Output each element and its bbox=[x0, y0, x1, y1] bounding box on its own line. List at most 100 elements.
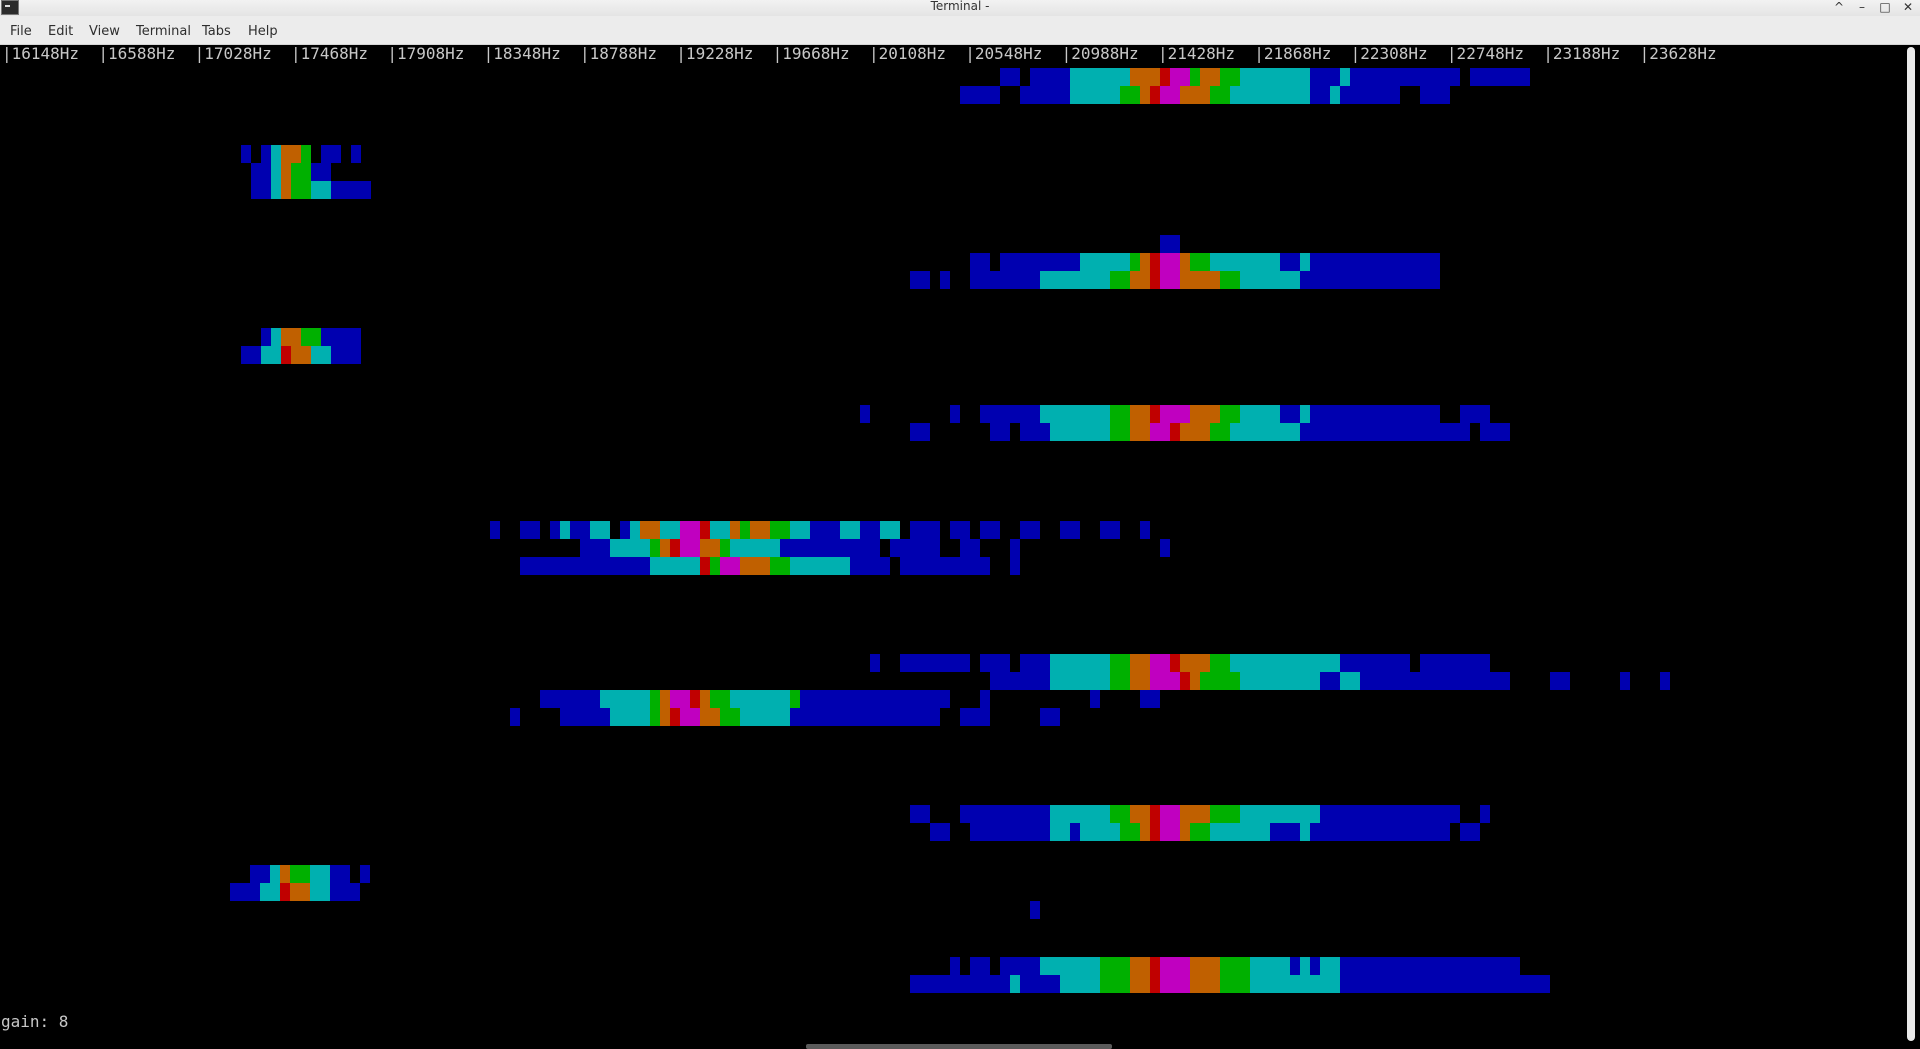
spectrum-cell bbox=[1110, 672, 1130, 690]
spectrum-cell bbox=[1340, 654, 1410, 672]
spectrum-cell bbox=[1040, 271, 1110, 289]
spectrum-cell bbox=[510, 708, 520, 726]
menu-help[interactable]: Help bbox=[248, 24, 278, 39]
spectrum-cell bbox=[1020, 86, 1070, 104]
horizontal-scrollbar-thumb[interactable] bbox=[806, 1044, 1112, 1049]
gain-readout: gain: 8 bbox=[1, 1012, 69, 1031]
spectrum-cell bbox=[271, 163, 281, 181]
spectrum-cell bbox=[1190, 805, 1210, 823]
spectrum-cell bbox=[700, 521, 710, 539]
spectrum-cell bbox=[1360, 672, 1510, 690]
spectrum-cell bbox=[770, 521, 790, 539]
spectrum-cell bbox=[271, 145, 281, 163]
restore-icon[interactable]: – bbox=[1859, 0, 1865, 14]
spectrum-cell bbox=[1160, 405, 1190, 423]
spectrum-cell bbox=[1240, 405, 1280, 423]
spectrum-cell bbox=[1210, 654, 1230, 672]
spectrum-cell bbox=[1050, 672, 1110, 690]
spectrum-cell bbox=[840, 521, 860, 539]
spectrum-cell bbox=[1320, 672, 1340, 690]
minimize-icon[interactable]: ^ bbox=[1833, 0, 1845, 14]
spectrum-cell bbox=[650, 708, 660, 726]
spectrum-cell bbox=[1150, 975, 1160, 993]
spectrum-cell bbox=[1460, 823, 1480, 841]
spectrum-cell bbox=[1160, 672, 1180, 690]
spectrum-cell bbox=[290, 865, 310, 883]
spectrum-cell bbox=[1190, 86, 1210, 104]
spectrum-cell bbox=[1010, 672, 1050, 690]
spectrum-cell bbox=[1110, 423, 1130, 441]
spectrum-cell bbox=[1270, 823, 1280, 841]
spectrum-cell bbox=[650, 539, 660, 557]
spectrum-cell bbox=[780, 539, 870, 557]
spectrum-cell bbox=[660, 539, 670, 557]
maximize-icon[interactable]: □ bbox=[1879, 0, 1891, 14]
spectrum-cell bbox=[311, 346, 331, 364]
spectrum-cell bbox=[770, 557, 790, 575]
spectrum-cell bbox=[1170, 423, 1180, 441]
spectrum-cell bbox=[660, 521, 680, 539]
spectrum-cell bbox=[1220, 68, 1240, 86]
spectrum-cell bbox=[1170, 654, 1180, 672]
spectrum-cell bbox=[1140, 521, 1150, 539]
spectrum-cell bbox=[1190, 68, 1200, 86]
spectrum-cell bbox=[1080, 253, 1130, 271]
spectrum-cell bbox=[1150, 654, 1170, 672]
menu-bar: File Edit View Terminal Tabs Help bbox=[0, 16, 1920, 45]
spectrum-cell bbox=[1210, 253, 1230, 271]
spectrum-cell bbox=[1100, 975, 1130, 993]
spectrum-cell bbox=[1240, 823, 1270, 841]
spectrum-cell bbox=[1180, 654, 1210, 672]
spectrum-cell bbox=[520, 557, 650, 575]
spectrum-cell bbox=[1010, 539, 1020, 557]
menu-edit[interactable]: Edit bbox=[48, 24, 74, 39]
spectrum-cell bbox=[1180, 672, 1190, 690]
spectrum-cell bbox=[1030, 901, 1040, 919]
menu-file[interactable]: File bbox=[10, 24, 32, 39]
spectrum-cell bbox=[620, 521, 630, 539]
vertical-scrollbar-thumb[interactable] bbox=[1907, 47, 1915, 1041]
spectrum-cell bbox=[1470, 68, 1530, 86]
spectrum-cell bbox=[700, 557, 710, 575]
close-icon[interactable]: ✕ bbox=[1902, 0, 1914, 14]
spectrum-cell bbox=[270, 865, 280, 883]
spectrum-cell bbox=[1190, 975, 1200, 993]
terminal-output[interactable]: |16148Hz |16588Hz |17028Hz |17468Hz |179… bbox=[0, 45, 1904, 1049]
spectrum-cell bbox=[610, 708, 650, 726]
menu-terminal[interactable]: Terminal bbox=[136, 24, 191, 39]
spectrum-cell bbox=[281, 328, 301, 346]
spectrum-cell bbox=[1140, 86, 1150, 104]
spectrum-cell bbox=[301, 328, 321, 346]
spectrum-cell bbox=[1130, 271, 1150, 289]
window-title-bar[interactable]: Terminal - ^ – □ ✕ bbox=[0, 0, 1920, 16]
spectrum-cell bbox=[1150, 405, 1160, 423]
menu-view[interactable]: View bbox=[89, 24, 120, 39]
spectrum-cell bbox=[1160, 235, 1180, 253]
spectrum-cell bbox=[710, 690, 730, 708]
spectrum-cell bbox=[1180, 86, 1190, 104]
spectrum-cell bbox=[281, 346, 291, 364]
spectrum-cell bbox=[940, 271, 950, 289]
menu-tabs[interactable]: Tabs bbox=[202, 24, 231, 39]
spectrum-cell bbox=[1140, 690, 1160, 708]
spectrum-cell bbox=[910, 423, 930, 441]
spectrum-cell bbox=[241, 145, 251, 163]
spectrum-cell bbox=[980, 690, 990, 708]
spectrum-cell bbox=[1060, 521, 1080, 539]
spectrum-cell bbox=[1070, 823, 1080, 841]
spectrum-cell bbox=[260, 883, 280, 901]
spectrum-cell bbox=[1210, 805, 1240, 823]
spectrum-cell bbox=[1300, 423, 1470, 441]
spectrum-cell bbox=[650, 557, 680, 575]
spectrum-cell bbox=[1620, 672, 1630, 690]
spectrum-cell bbox=[330, 883, 360, 901]
spectrum-cell bbox=[1310, 68, 1340, 86]
spectrum-cell bbox=[351, 145, 361, 163]
terminal-app-icon[interactable] bbox=[1, 0, 19, 15]
spectrum-cell bbox=[1100, 521, 1120, 539]
spectrum-cell bbox=[1130, 672, 1150, 690]
spectrum-cell bbox=[261, 328, 271, 346]
spectrum-cell bbox=[1300, 957, 1310, 975]
spectrum-cell bbox=[790, 708, 940, 726]
spectrum-cell bbox=[1030, 68, 1070, 86]
